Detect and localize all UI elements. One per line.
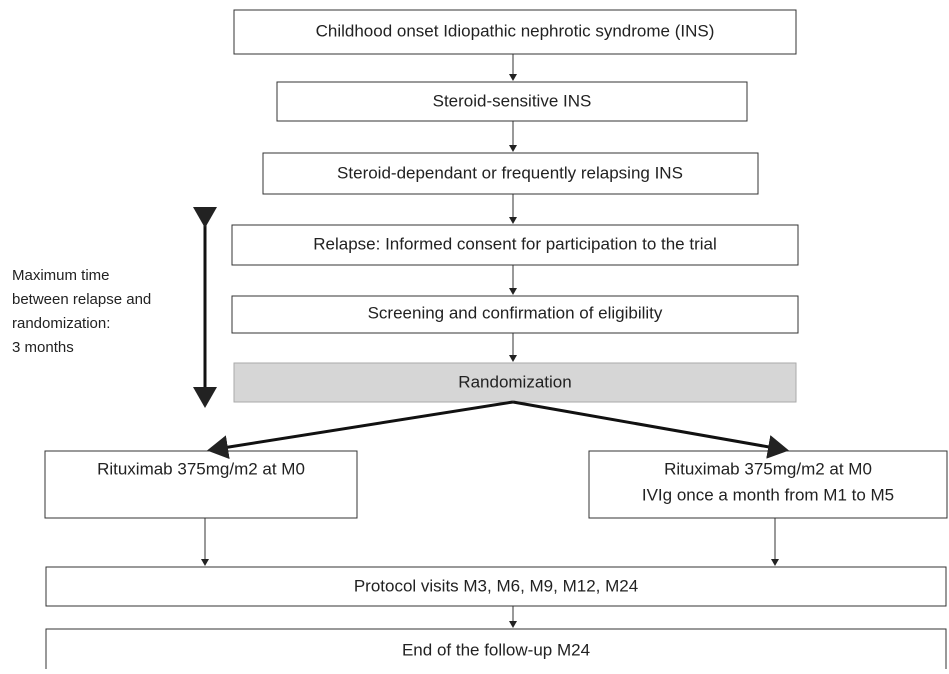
labels: Childhood onset Idiopathic nephrotic syn… [12, 21, 894, 659]
node-label: Randomization [458, 372, 571, 391]
node-label: Steroid-sensitive INS [433, 91, 592, 110]
node-label: Rituximab 375mg/m2 at M0 [664, 459, 872, 478]
node-label: Steroid-dependant or frequently relapsin… [337, 163, 683, 182]
boxes [44, 9, 948, 674]
node-label: End of the follow-up M24 [402, 640, 590, 659]
node-label: Relapse: Informed consent for participat… [313, 234, 717, 253]
box [45, 628, 947, 674]
box [276, 81, 748, 122]
node-label: Childhood onset Idiopathic nephrotic syn… [316, 21, 715, 40]
node-label: Screening and confirmation of eligibilit… [368, 303, 663, 322]
node-label: Protocol visits M3, M6, M9, M12, M24 [354, 576, 638, 595]
node-label: IVIg once a month from M1 to M5 [642, 485, 894, 504]
side-note: randomization: [12, 315, 110, 332]
box [45, 566, 947, 607]
box [44, 450, 358, 519]
arrows [193, 54, 789, 628]
side-note: between relapse and [12, 291, 151, 308]
box [231, 224, 799, 266]
side-note: Maximum time [12, 267, 110, 284]
box [588, 450, 948, 519]
side-note: 3 months [12, 339, 74, 356]
node-label: Rituximab 375mg/m2 at M0 [97, 459, 305, 478]
box [233, 362, 797, 403]
box [233, 9, 797, 55]
box [262, 152, 759, 195]
box [231, 295, 799, 334]
